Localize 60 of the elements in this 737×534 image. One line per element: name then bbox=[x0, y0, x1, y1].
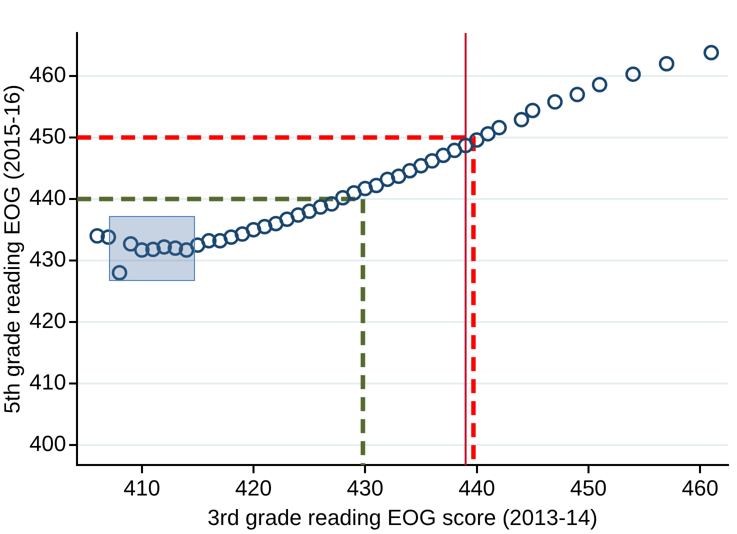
point bbox=[324, 196, 340, 212]
x-tick-label: 440 bbox=[458, 475, 496, 500]
point bbox=[514, 112, 530, 128]
point bbox=[290, 207, 306, 223]
x-tick-label: 450 bbox=[570, 475, 607, 500]
point bbox=[547, 94, 563, 110]
point bbox=[413, 158, 429, 174]
y-tick-label: 440 bbox=[29, 185, 66, 210]
y-tick-label: 430 bbox=[29, 246, 66, 272]
point bbox=[625, 66, 641, 82]
point bbox=[234, 226, 250, 242]
point bbox=[524, 102, 540, 118]
point bbox=[268, 216, 284, 232]
point bbox=[446, 142, 462, 158]
x-tick-label: 410 bbox=[124, 475, 160, 500]
point bbox=[346, 185, 362, 201]
point bbox=[402, 162, 418, 178]
point bbox=[279, 212, 295, 228]
point bbox=[134, 242, 150, 258]
point bbox=[480, 126, 496, 142]
y-tick-label: 400 bbox=[29, 430, 66, 456]
point bbox=[212, 233, 228, 249]
point bbox=[469, 132, 485, 148]
y-axis-title: 5th grade reading EOG (2015-16) bbox=[0, 84, 24, 414]
point bbox=[201, 233, 217, 249]
point bbox=[335, 190, 351, 206]
y-tick-label: 410 bbox=[29, 369, 66, 394]
point bbox=[390, 168, 406, 184]
point bbox=[112, 265, 128, 281]
x-tick-label: 460 bbox=[682, 475, 718, 500]
y-tick-label: 420 bbox=[29, 308, 66, 334]
point bbox=[100, 229, 116, 245]
point bbox=[156, 239, 172, 255]
point bbox=[312, 199, 328, 215]
x-tick-label: 420 bbox=[235, 475, 272, 500]
point bbox=[658, 56, 674, 72]
point bbox=[458, 138, 474, 154]
x-tick-label: 430 bbox=[346, 475, 384, 500]
point bbox=[168, 240, 184, 256]
point bbox=[190, 237, 206, 253]
point bbox=[570, 86, 586, 102]
point bbox=[357, 180, 373, 196]
point bbox=[178, 242, 194, 258]
point bbox=[246, 222, 262, 238]
y-tick-label: 450 bbox=[29, 124, 66, 149]
x-axis-title: 3rd grade reading EOG score (2013-14) bbox=[208, 504, 598, 530]
point bbox=[302, 204, 318, 220]
point bbox=[436, 148, 452, 164]
point bbox=[704, 44, 720, 60]
point bbox=[380, 172, 396, 188]
point bbox=[368, 178, 384, 194]
point bbox=[122, 236, 138, 252]
point bbox=[424, 153, 440, 169]
point bbox=[223, 229, 239, 245]
point bbox=[89, 228, 105, 244]
point bbox=[145, 242, 161, 258]
point bbox=[491, 120, 507, 136]
point bbox=[592, 76, 608, 92]
point bbox=[256, 218, 272, 234]
y-tick-label: 460 bbox=[29, 62, 66, 88]
